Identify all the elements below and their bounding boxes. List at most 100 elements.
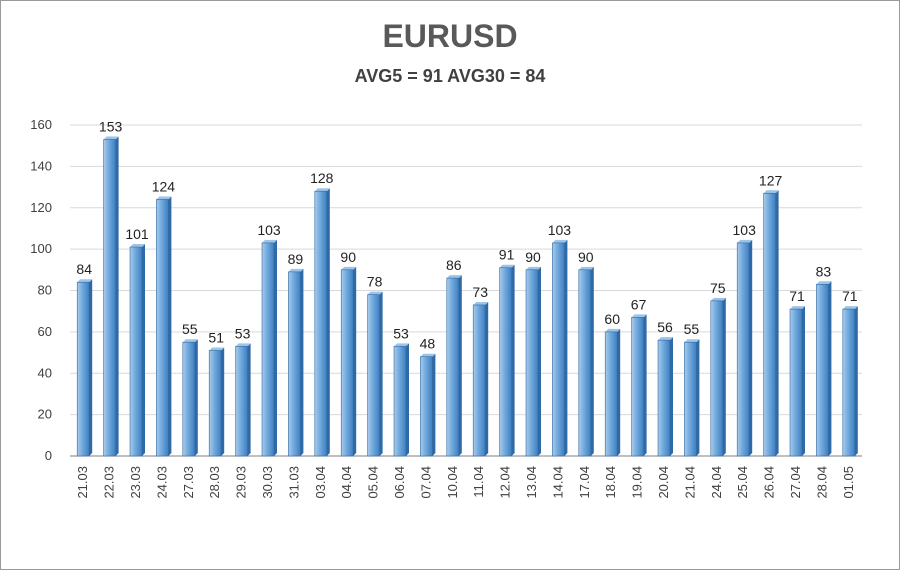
chart-title: EURUSD <box>382 18 518 54</box>
bar-top <box>446 275 462 279</box>
bar-side <box>722 297 726 456</box>
bar <box>684 341 697 457</box>
bar-side <box>326 188 330 456</box>
data-label: 90 <box>578 249 594 265</box>
x-tick-label: 10.04 <box>445 466 460 499</box>
data-label: 89 <box>288 251 304 267</box>
bar <box>129 246 143 457</box>
data-label: 78 <box>367 274 383 290</box>
bar <box>736 242 750 457</box>
data-labels: 84 153 101 124 55 51 53 103 89 128 90 78 53 48 86 73 91 9… <box>76 118 857 351</box>
x-tick-label: 29.03 <box>234 466 249 499</box>
bar-side <box>564 239 568 456</box>
bar <box>367 294 380 457</box>
bar-top <box>420 353 436 357</box>
bar-top <box>578 266 594 270</box>
bar-side <box>353 266 357 456</box>
bar-top <box>288 268 304 272</box>
x-tick-label: 27.04 <box>788 466 803 499</box>
bar <box>76 281 90 457</box>
x-tick-label: 14.04 <box>550 466 565 499</box>
bar <box>288 271 301 457</box>
x-tick-label: 11.04 <box>471 466 486 498</box>
bar-top <box>182 339 198 343</box>
bar <box>525 269 539 457</box>
x-tick-label: 21.04 <box>682 466 697 499</box>
data-label: 75 <box>710 280 726 296</box>
bar-side <box>115 136 119 456</box>
bar <box>261 242 275 457</box>
y-tick-label: 60 <box>38 324 52 339</box>
x-tick-label: 31.03 <box>286 466 301 499</box>
bar-side <box>696 339 700 456</box>
bar <box>446 277 460 457</box>
bar-side <box>247 343 251 456</box>
bar <box>393 346 407 457</box>
bar-top <box>816 281 832 285</box>
bar-side <box>775 190 779 457</box>
bar-side <box>432 353 436 456</box>
x-tick-label: 19.04 <box>630 466 645 499</box>
data-label: 71 <box>789 288 805 304</box>
bar-side <box>485 301 489 456</box>
bar-top <box>314 188 330 192</box>
bar-top <box>209 347 225 351</box>
bar-top <box>605 328 621 332</box>
bar <box>235 346 248 457</box>
bar-top <box>684 339 700 343</box>
x-tick-label: 24.03 <box>154 466 169 499</box>
bar-top <box>394 343 409 347</box>
data-label: 73 <box>472 284 488 300</box>
bar-side <box>617 328 621 456</box>
x-tick-label: 27.03 <box>181 466 196 499</box>
gridlines <box>70 124 862 457</box>
chart-subtitle: AVG5 = 91 AVG30 = 84 <box>354 66 546 86</box>
bar-side <box>802 306 805 456</box>
data-label: 128 <box>310 170 334 186</box>
bar-top <box>658 337 673 341</box>
bar-side <box>854 306 858 456</box>
bar-top <box>763 190 779 194</box>
data-label: 86 <box>446 257 462 273</box>
data-label: 103 <box>733 222 757 238</box>
x-tick-label: 18.04 <box>603 466 618 499</box>
y-tick-label: 80 <box>38 283 52 298</box>
data-label: 84 <box>76 261 92 277</box>
data-label: 48 <box>420 336 436 352</box>
bar-top <box>103 136 119 140</box>
data-label: 103 <box>548 222 572 238</box>
y-tick-label: 140 <box>30 158 52 173</box>
bar-side <box>274 239 277 456</box>
bar-side <box>168 196 172 456</box>
bar <box>631 317 644 457</box>
bar <box>710 300 724 457</box>
x-tick-label: 28.03 <box>207 466 222 499</box>
bar-top <box>710 297 726 301</box>
bar-top <box>130 244 145 248</box>
data-label: 55 <box>684 321 700 337</box>
data-label: 71 <box>842 288 858 304</box>
bar-top <box>631 314 647 318</box>
bar-top <box>473 301 489 305</box>
bar-side <box>379 291 383 456</box>
x-tick-label: 24.04 <box>709 466 724 499</box>
data-label: 51 <box>208 329 224 345</box>
data-label: 67 <box>631 296 647 312</box>
bar <box>156 199 169 457</box>
bar-top <box>235 343 251 347</box>
bar <box>789 308 803 457</box>
bar-side <box>194 339 198 456</box>
bar-side <box>643 314 647 456</box>
bar-top <box>552 239 568 243</box>
bar <box>657 339 671 457</box>
bar <box>472 304 486 457</box>
bar-top <box>367 291 383 295</box>
bar <box>604 331 618 457</box>
bar-side <box>538 266 541 456</box>
bars <box>76 136 858 457</box>
data-label: 90 <box>340 249 356 265</box>
data-label: 60 <box>604 311 620 327</box>
x-axis: 21.03 22.03 23.03 24.03 27.03 28.03 29.03 30.03… <box>75 466 856 499</box>
data-label: 91 <box>499 247 515 263</box>
data-label: 127 <box>759 172 783 188</box>
